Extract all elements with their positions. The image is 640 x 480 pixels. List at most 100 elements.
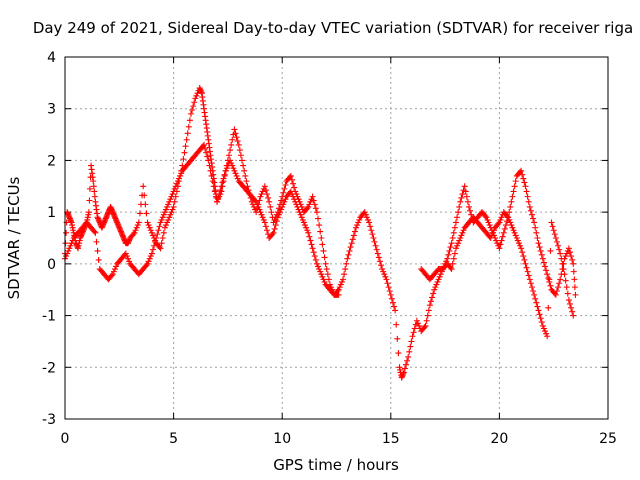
data-point [309,245,316,252]
data-point [321,254,328,261]
data-point [507,203,514,210]
data-point [544,271,551,278]
data-point [149,246,156,253]
data-point [436,273,443,280]
data-point [316,266,323,273]
data-point [537,315,544,322]
data-point [279,203,286,210]
data-point [340,276,347,283]
data-point [535,240,542,247]
data-point [556,246,563,253]
data-point [146,255,153,262]
data-point [452,219,459,226]
data-point [171,185,178,192]
data-point [164,219,171,226]
data-point [260,216,267,223]
data-point [318,271,325,278]
data-point [406,348,413,355]
data-point [515,240,522,247]
data-point [463,193,470,200]
data-point [385,284,392,291]
data-point [172,183,179,190]
data-point [519,171,526,178]
data-point [278,206,285,213]
data-point [299,216,306,223]
x-tick-label: 5 [169,431,178,447]
data-point [532,224,539,231]
data-point [162,206,169,213]
data-point [391,303,398,310]
data-point [202,145,209,152]
data-point [292,198,299,205]
data-point [496,245,503,252]
data-point [545,275,552,282]
data-point [126,258,133,265]
data-point [205,157,212,164]
data-point [135,219,142,226]
data-point [241,167,248,174]
data-point [109,271,116,278]
y-tick-label: 3 [47,102,56,118]
data-point [370,235,377,241]
data-point [449,235,456,241]
data-point [552,291,559,298]
data-point [546,276,553,283]
data-point [522,183,529,190]
data-point [176,175,183,182]
data-point [457,198,464,205]
data-point [319,241,326,248]
data-point [310,249,317,256]
data-point [505,214,512,221]
data-point [90,178,97,185]
data-point [85,209,92,216]
data-point [170,188,177,195]
data-point [221,171,228,178]
data-point [531,291,538,298]
data-point [182,143,189,150]
data-point [450,255,457,262]
data-point [353,224,360,231]
data-point [485,219,492,226]
data-point [533,229,540,236]
data-point [482,213,489,220]
data-point [416,322,423,329]
data-point [347,244,354,251]
data-point [185,123,192,130]
data-point [450,229,457,236]
data-point [356,216,363,223]
data-point [306,233,313,240]
data-point [414,320,421,327]
data-point [222,167,229,174]
data-point [513,235,520,241]
data-point [405,353,412,360]
data-point [542,263,549,270]
data-point [534,235,541,241]
data-point [132,227,139,234]
data-point [165,216,172,223]
data-point [320,247,327,254]
data-point [558,255,565,262]
x-tick-label: 20 [490,431,508,447]
data-point [304,227,311,234]
data-point [459,229,466,236]
y-tick-label: -2 [42,360,56,376]
data-point [220,175,227,182]
data-point [274,214,281,221]
data-point [367,223,374,230]
data-point [320,276,327,283]
data-point [483,214,490,221]
data-point [530,215,537,222]
data-point [145,258,152,265]
grid [65,57,608,419]
data-point [431,286,438,293]
data-point [148,229,155,236]
data-point [312,205,319,212]
data-point [537,247,544,254]
data-point [568,304,575,311]
data-point [169,206,176,213]
data-point [523,264,530,271]
data-point [501,225,508,232]
data-point [488,232,495,239]
data-point [311,201,318,208]
